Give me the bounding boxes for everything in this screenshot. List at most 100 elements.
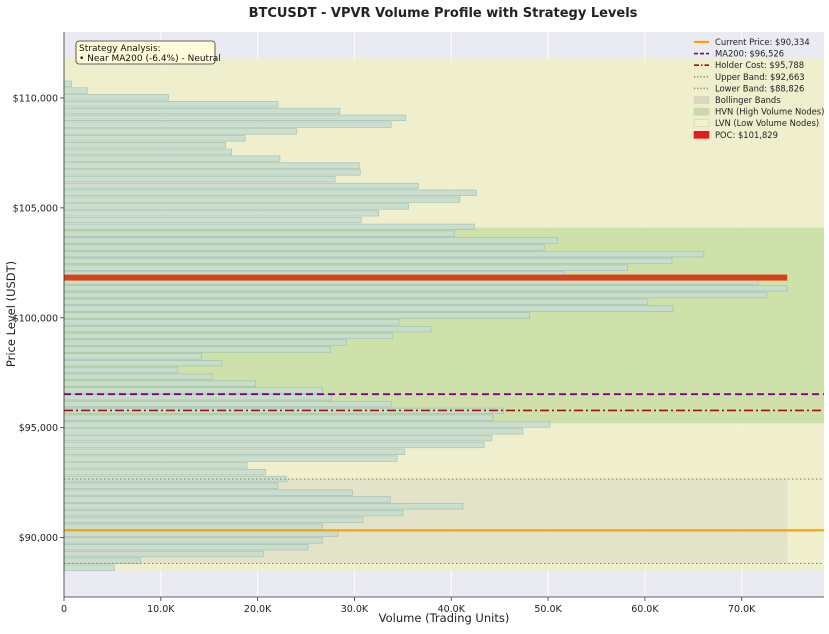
x-tick-label: 30.0K xyxy=(341,604,369,615)
volume-bar xyxy=(63,482,279,489)
volume-bar xyxy=(63,346,331,353)
y-axis-label: Price Level (USDT) xyxy=(4,261,18,367)
volume-bar xyxy=(63,332,393,340)
volume-bar xyxy=(63,428,524,435)
volume-bar xyxy=(63,244,545,251)
volume-bar xyxy=(63,421,551,428)
volume-bar xyxy=(63,182,419,190)
volume-bar xyxy=(63,462,248,469)
volume-bar xyxy=(63,230,455,237)
volume-bar xyxy=(63,407,504,415)
x-tick-label: 0 xyxy=(61,604,67,615)
volume-bar xyxy=(63,94,169,101)
volume-bar xyxy=(63,162,360,169)
legend-label: Upper Band: $92,663 xyxy=(715,72,805,82)
volume-bar xyxy=(63,223,475,231)
x-tick-label: 40.0K xyxy=(438,604,466,615)
volume-bar xyxy=(63,380,257,387)
legend-swatch xyxy=(693,131,710,139)
volume-bar xyxy=(63,257,673,265)
volume-bar xyxy=(63,87,88,94)
volume-bar xyxy=(63,387,323,394)
volume-bar xyxy=(63,285,788,292)
x-tick-label: 50.0K xyxy=(534,604,562,615)
volume-bar xyxy=(63,394,332,401)
volume-bar xyxy=(63,469,266,476)
legend-swatch xyxy=(693,119,710,127)
annotation-line: • Near MA200 (-6.4%) - Neutral xyxy=(79,54,221,64)
volume-bar xyxy=(63,80,73,87)
volume-bar xyxy=(63,530,339,537)
x-tick-label: 70.0K xyxy=(728,604,756,615)
volume-bar xyxy=(63,107,341,115)
volume-bars xyxy=(63,80,788,571)
volume-bar xyxy=(63,509,404,517)
legend-label: HVN (High Volume Nodes) xyxy=(715,107,824,117)
x-tick-label: 60.0K xyxy=(631,604,659,615)
volume-bar xyxy=(63,210,379,217)
legend-label: LVN (Low Volume Nodes) xyxy=(715,118,819,128)
legend-label: Bollinger Bands xyxy=(715,95,781,105)
legend-label: POC: $101,829 xyxy=(715,130,778,140)
volume-bar xyxy=(63,128,297,135)
legend-label: Current Price: $90,334 xyxy=(715,37,810,47)
annotation-box xyxy=(75,40,216,65)
volume-bar xyxy=(63,189,477,196)
volume-bar xyxy=(63,176,336,183)
volume-bar xyxy=(63,516,364,524)
x-tick-label: 10.0K xyxy=(147,604,175,615)
volume-bar xyxy=(63,237,559,244)
x-tick-label: 20.0K xyxy=(244,604,272,615)
volume-bar xyxy=(63,441,485,449)
volume-bar xyxy=(63,291,768,299)
volume-bar xyxy=(63,339,348,346)
legend-swatch xyxy=(693,96,710,104)
volume-bar xyxy=(63,400,392,408)
volume-bar xyxy=(63,550,264,558)
legend-label: MA200: $96,526 xyxy=(715,49,784,59)
legend-label: Holder Cost: $95,788 xyxy=(715,60,804,70)
volume-bar xyxy=(63,148,232,156)
chart-title: BTCUSDT - VPVR Volume Profile with Strat… xyxy=(249,6,638,21)
legend-swatch xyxy=(693,107,710,116)
legend: Current Price: $90,334 MA200: $96,526Hold… xyxy=(693,37,824,140)
volume-bar xyxy=(63,434,493,442)
volume-bar xyxy=(63,496,391,503)
volume-bar xyxy=(63,455,398,462)
volume-bar xyxy=(63,169,361,176)
volume-bar xyxy=(63,250,705,258)
volume-bar xyxy=(63,216,362,224)
volume-bar xyxy=(63,305,674,312)
volume-bar xyxy=(63,121,392,128)
y-tick-label: $100,000 xyxy=(13,313,58,324)
volume-bar xyxy=(63,264,628,271)
volume-bar xyxy=(63,325,432,333)
strategy-annotation: Strategy Analysis: • Near MA200 (-6.4%) … xyxy=(75,40,221,65)
volume-bar xyxy=(63,203,410,210)
volume-bar xyxy=(63,448,406,455)
volume-bar xyxy=(63,353,202,360)
y-tick-label: $95,000 xyxy=(19,423,58,434)
volume-bar xyxy=(63,319,400,326)
y-tick-label: $110,000 xyxy=(13,93,58,104)
volume-bar xyxy=(63,523,323,530)
volume-bar xyxy=(63,489,353,496)
volume-bar xyxy=(63,503,464,510)
volume-bar xyxy=(63,114,407,121)
volume-bar xyxy=(63,312,531,319)
legend-label: Lower Band: $88,826 xyxy=(715,83,804,93)
annotation-title: Strategy Analysis: xyxy=(79,44,161,54)
x-axis-label: Volume (Trading Units) xyxy=(379,611,510,625)
volume-bar xyxy=(63,141,227,149)
volume-bar xyxy=(63,564,115,571)
y-tick-label: $90,000 xyxy=(19,533,58,544)
volume-bar xyxy=(63,360,223,367)
axes: 0 10.0K 20.0K 30.0K 40.0K 50.0K 60.0K 70.0K $90,… xyxy=(13,32,824,615)
volume-bar xyxy=(63,155,281,162)
volume-bar xyxy=(63,196,461,203)
volume-bar xyxy=(63,544,309,551)
volume-bar xyxy=(63,298,649,305)
volume-bar xyxy=(63,557,141,564)
y-tick-label: $105,000 xyxy=(13,203,58,214)
